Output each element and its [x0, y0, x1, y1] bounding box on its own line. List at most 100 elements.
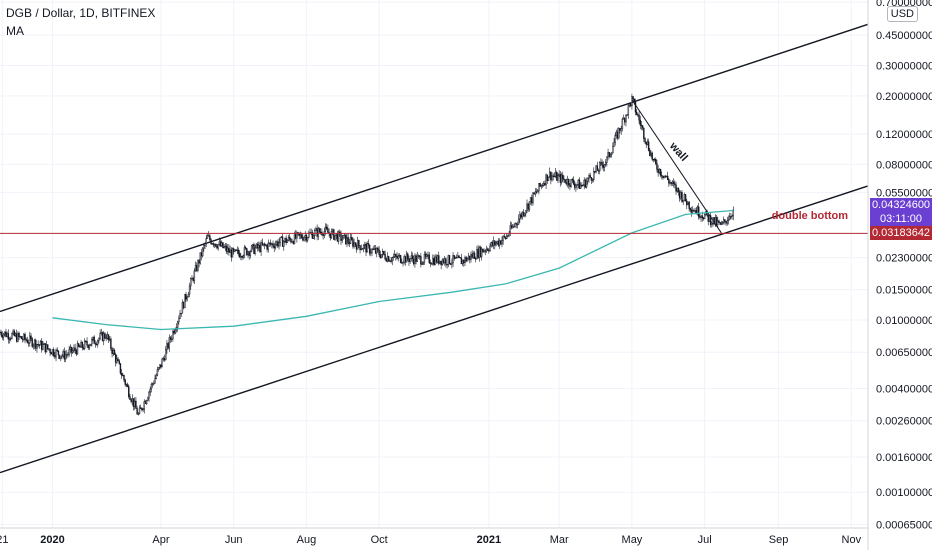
- candle-body: [260, 242, 262, 252]
- candle-body: [111, 348, 113, 354]
- candle-body: [372, 248, 374, 251]
- candle-body: [529, 197, 532, 202]
- candle-body: [724, 219, 726, 222]
- candle-body: [27, 342, 30, 344]
- candle-body: [712, 217, 714, 224]
- candle-body: [320, 231, 322, 234]
- candle-body: [631, 96, 633, 107]
- candle-body: [451, 262, 453, 265]
- candle-body: [411, 255, 414, 260]
- candle-body: [153, 382, 155, 385]
- candle-body: [717, 220, 719, 226]
- candle-body: [475, 258, 477, 260]
- candle-body: [128, 386, 130, 397]
- candle-body: [116, 358, 118, 363]
- candle-body: [640, 124, 643, 127]
- candle-body: [578, 179, 581, 189]
- bar-countdown: 03:11:00: [879, 213, 922, 226]
- candle-body: [186, 296, 188, 300]
- candle-body: [427, 254, 429, 256]
- candle-body: [557, 175, 559, 181]
- candle-body: [187, 293, 190, 298]
- candle-body: [568, 179, 570, 186]
- price-axis[interactable]: 0.70000000 0.45000000 0.30000000 0.20000000…: [867, 0, 932, 550]
- candle-body: [513, 225, 515, 228]
- candle-body: [82, 347, 85, 349]
- candle-body: [172, 330, 174, 340]
- candle-body: [668, 179, 670, 184]
- symbol-title[interactable]: DGB / Dollar, 1D, BITFINEX: [6, 6, 156, 20]
- candle-body: [438, 255, 440, 264]
- currency-badge[interactable]: USD: [886, 6, 918, 22]
- candle-body: [689, 208, 692, 211]
- candle-body: [66, 354, 68, 356]
- candle-body: [352, 239, 354, 247]
- candle-body: [358, 240, 360, 246]
- candle-body: [68, 349, 70, 355]
- candle-body: [507, 235, 509, 237]
- candle-body: [105, 337, 107, 339]
- candle-body: [209, 235, 211, 240]
- time-axis[interactable]: 21 2020 Apr Jun Aug Oct 2021 Mar May Jul Sep Nov: [0, 527, 868, 546]
- candle-body: [601, 161, 603, 166]
- candle-body: [13, 330, 16, 337]
- candle-body: [545, 174, 547, 186]
- candle-body: [334, 235, 336, 240]
- candle-body: [672, 181, 675, 185]
- candle-body: [322, 234, 324, 236]
- candle-body: [150, 383, 153, 390]
- candle-body: [26, 340, 29, 344]
- candle-body: [602, 165, 605, 168]
- candle-body: [49, 349, 51, 353]
- candle-body: [368, 244, 371, 254]
- candle-body: [645, 141, 647, 145]
- candle-body: [429, 262, 432, 264]
- candle-body: [5, 331, 7, 337]
- y-tick-label: 0.02300000: [876, 253, 932, 265]
- candle-body: [41, 340, 43, 350]
- ma-legend[interactable]: MA: [6, 24, 24, 38]
- candle-body: [577, 179, 579, 185]
- candle-body: [608, 152, 610, 157]
- candle-body: [97, 340, 99, 345]
- candle-body: [678, 191, 681, 199]
- candle-body: [552, 175, 554, 177]
- candle-body: [36, 344, 38, 349]
- candle-body: [333, 229, 335, 240]
- candle-body: [649, 150, 651, 156]
- candle-body: [235, 249, 237, 251]
- candle-body: [470, 254, 472, 260]
- candle-body: [432, 258, 434, 264]
- candle-body: [506, 235, 508, 239]
- candle-body: [587, 178, 589, 182]
- candle-body: [439, 260, 441, 264]
- candle-body: [624, 118, 626, 123]
- candle-body: [12, 330, 14, 335]
- candle-body: [290, 238, 292, 243]
- candle-body: [618, 128, 620, 139]
- candle-body: [329, 233, 331, 239]
- candle-body: [292, 241, 295, 244]
- candle-body: [143, 401, 145, 410]
- candle-body: [75, 350, 78, 355]
- candle-body: [569, 184, 571, 187]
- candle-body: [559, 173, 562, 183]
- candle-body: [703, 214, 706, 220]
- candle-body: [396, 256, 398, 259]
- candle-body: [422, 261, 424, 265]
- candle-body: [258, 244, 260, 249]
- candle-body: [489, 245, 491, 252]
- y-tick-label: 0.00260000: [876, 416, 932, 428]
- candle-body: [382, 251, 384, 255]
- candle-body: [1, 334, 4, 338]
- candle-body: [430, 263, 433, 265]
- candle-body: [259, 244, 261, 252]
- y-tick-label: 0.00100000: [876, 487, 932, 499]
- candle-body: [379, 254, 382, 258]
- candle-body: [371, 248, 373, 253]
- candle-body: [8, 338, 11, 340]
- candle-body: [122, 374, 124, 377]
- candle-body: [169, 337, 172, 340]
- candle-body: [300, 234, 303, 239]
